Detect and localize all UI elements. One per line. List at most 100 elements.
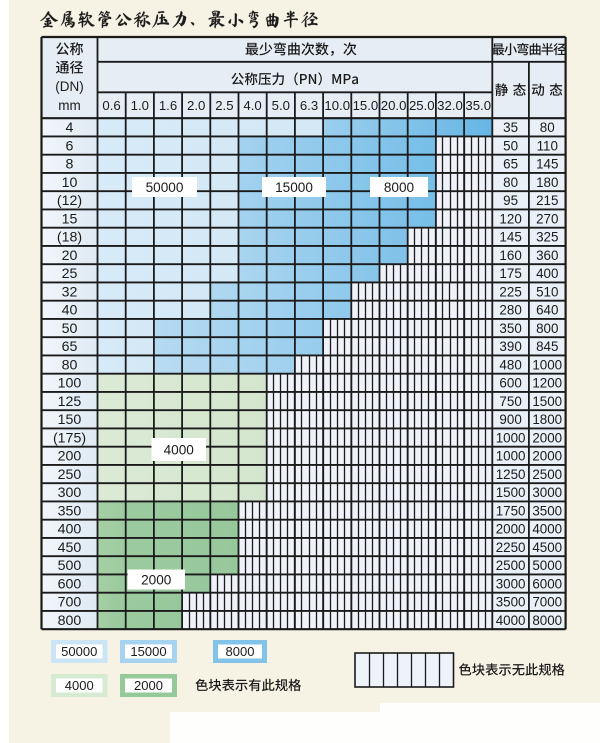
svg-text:65: 65 [503, 157, 518, 172]
svg-text:145: 145 [536, 157, 558, 172]
svg-text:4000: 4000 [532, 522, 562, 537]
svg-text:(175): (175) [53, 430, 86, 446]
svg-text:510: 510 [536, 284, 558, 299]
svg-text:10: 10 [62, 175, 78, 191]
svg-text:32.0: 32.0 [437, 98, 463, 113]
svg-text:1250: 1250 [496, 467, 526, 482]
svg-text:4000: 4000 [496, 613, 526, 628]
svg-text:2000: 2000 [496, 522, 526, 537]
svg-text:50000: 50000 [146, 180, 184, 195]
svg-text:7000: 7000 [532, 595, 562, 610]
svg-text:2250: 2250 [496, 540, 526, 555]
svg-text:2000: 2000 [134, 678, 163, 693]
svg-text:800: 800 [536, 321, 558, 336]
svg-text:1800: 1800 [532, 412, 562, 427]
svg-text:15: 15 [62, 211, 78, 227]
svg-text:325: 325 [536, 230, 558, 245]
svg-text:225: 225 [499, 284, 521, 299]
svg-text:1200: 1200 [532, 376, 562, 391]
svg-text:2500: 2500 [496, 558, 526, 573]
svg-text:(DN): (DN) [55, 79, 84, 94]
svg-text:10.0: 10.0 [324, 98, 350, 113]
svg-text:900: 900 [499, 412, 521, 427]
svg-text:400: 400 [536, 266, 558, 281]
svg-text:640: 640 [536, 303, 558, 318]
svg-text:750: 750 [499, 394, 521, 409]
svg-text:450: 450 [58, 540, 82, 556]
svg-text:8000: 8000 [532, 613, 562, 628]
svg-text:270: 270 [536, 211, 558, 226]
svg-text:200: 200 [58, 449, 82, 465]
svg-text:1000: 1000 [496, 449, 526, 464]
svg-text:(12): (12) [57, 193, 82, 209]
svg-text:2.0: 2.0 [187, 98, 205, 113]
svg-text:8000: 8000 [384, 180, 415, 195]
svg-text:180: 180 [536, 175, 558, 190]
svg-text:50: 50 [503, 138, 518, 153]
svg-text:215: 215 [536, 193, 558, 208]
svg-text:2.5: 2.5 [215, 98, 233, 113]
svg-text:400: 400 [58, 522, 82, 538]
svg-text:800: 800 [58, 613, 82, 629]
svg-text:20.0: 20.0 [381, 98, 407, 113]
svg-text:25: 25 [62, 266, 78, 282]
svg-text:1500: 1500 [532, 394, 562, 409]
svg-text:1000: 1000 [532, 357, 562, 372]
svg-text:390: 390 [499, 339, 521, 354]
svg-text:150: 150 [58, 412, 82, 428]
svg-text:1.6: 1.6 [159, 98, 177, 113]
svg-text:480: 480 [499, 357, 521, 372]
svg-text:350: 350 [499, 321, 521, 336]
svg-text:2000: 2000 [532, 430, 562, 445]
svg-text:3000: 3000 [532, 485, 562, 500]
svg-text:3500: 3500 [496, 595, 526, 610]
svg-text:(18): (18) [57, 230, 82, 246]
svg-text:250: 250 [58, 467, 82, 483]
svg-text:40: 40 [62, 303, 78, 319]
svg-text:350: 350 [58, 503, 82, 519]
svg-text:65: 65 [62, 339, 78, 355]
svg-text:360: 360 [536, 248, 558, 263]
svg-text:4: 4 [66, 120, 74, 136]
svg-text:35: 35 [503, 120, 518, 135]
svg-text:6: 6 [66, 138, 74, 154]
svg-text:95: 95 [503, 193, 518, 208]
svg-text:mm: mm [58, 98, 81, 113]
svg-text:6.3: 6.3 [300, 98, 318, 113]
svg-text:280: 280 [499, 303, 521, 318]
svg-text:5000: 5000 [532, 558, 562, 573]
svg-text:3000: 3000 [496, 576, 526, 591]
svg-text:845: 845 [536, 339, 558, 354]
svg-text:15000: 15000 [130, 644, 166, 659]
svg-text:145: 145 [499, 230, 521, 245]
svg-text:125: 125 [58, 394, 82, 410]
svg-text:80: 80 [540, 120, 555, 135]
svg-text:1500: 1500 [496, 485, 526, 500]
svg-text:5.0: 5.0 [272, 98, 290, 113]
svg-text:500: 500 [58, 558, 82, 574]
svg-text:700: 700 [58, 595, 82, 611]
svg-text:4000: 4000 [65, 678, 94, 693]
svg-text:8: 8 [66, 157, 74, 173]
svg-text:50: 50 [62, 321, 78, 337]
svg-text:100: 100 [58, 376, 82, 392]
svg-text:110: 110 [537, 138, 558, 153]
svg-text:25.0: 25.0 [409, 98, 435, 113]
svg-text:0.6: 0.6 [102, 98, 120, 113]
svg-text:15000: 15000 [275, 180, 313, 195]
svg-text:1000: 1000 [496, 430, 526, 445]
svg-text:80: 80 [62, 357, 78, 373]
svg-text:8000: 8000 [226, 644, 255, 659]
svg-text:600: 600 [58, 576, 82, 592]
svg-text:3500: 3500 [532, 503, 562, 518]
svg-text:2500: 2500 [532, 467, 562, 482]
svg-text:300: 300 [58, 485, 82, 501]
svg-text:15.0: 15.0 [353, 98, 379, 113]
svg-text:2000: 2000 [532, 449, 562, 464]
svg-text:160: 160 [499, 248, 521, 263]
svg-text:50000: 50000 [61, 644, 97, 659]
svg-text:175: 175 [499, 266, 521, 281]
svg-text:4000: 4000 [164, 442, 195, 457]
svg-text:1750: 1750 [496, 503, 526, 518]
svg-text:4500: 4500 [532, 540, 562, 555]
